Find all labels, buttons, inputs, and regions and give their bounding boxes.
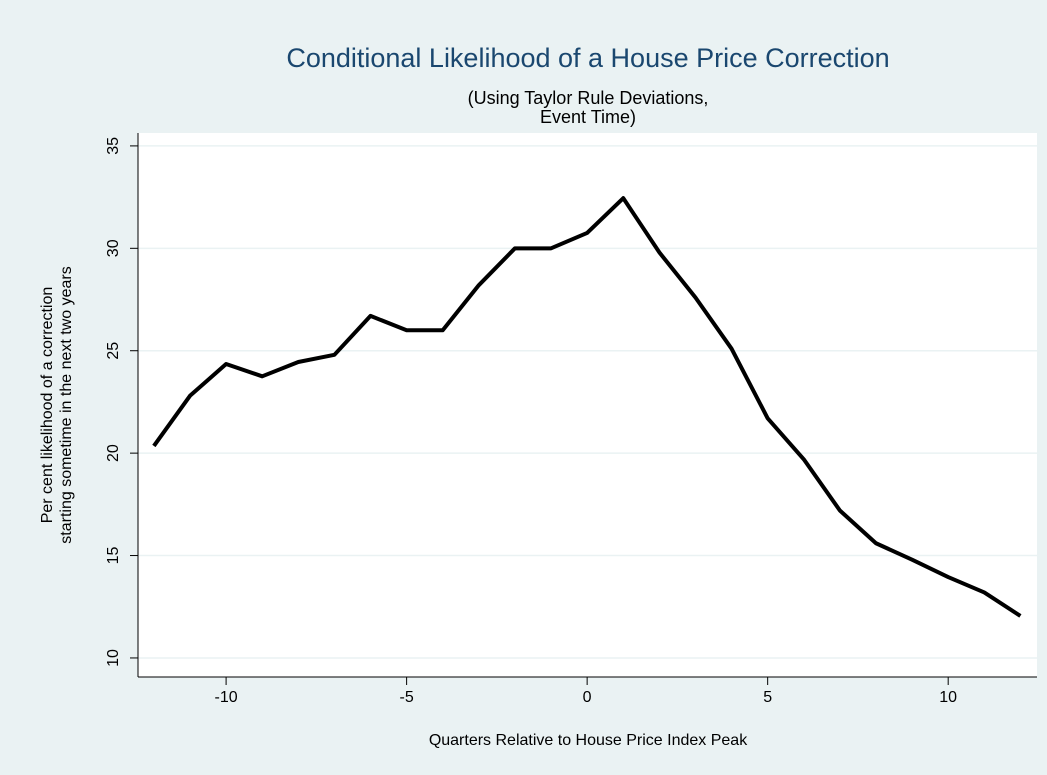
x-tick-label: 0: [583, 689, 592, 706]
y-tick-label: 25: [105, 342, 122, 360]
chart-subtitle: (Using Taylor Rule Deviations,: [468, 88, 709, 108]
y-axis-label: Per cent likelihood of a correction: [39, 287, 56, 524]
y-tick-label: 20: [105, 444, 122, 462]
x-tick-label: 10: [939, 689, 957, 706]
x-tick-label: 5: [763, 689, 772, 706]
x-tick-label: -10: [215, 689, 238, 706]
y-tick-label: 30: [105, 239, 122, 257]
y-axis-label: starting sometime in the next two years: [58, 266, 75, 543]
chart-subtitle: Event Time): [540, 107, 636, 127]
y-tick-label: 10: [105, 649, 122, 667]
chart-title: Conditional Likelihood of a House Price …: [286, 43, 889, 73]
plot-area: [138, 133, 1037, 677]
x-axis-label: Quarters Relative to House Price Index P…: [429, 732, 748, 749]
x-tick-label: -5: [399, 689, 413, 706]
data-line: [152, 196, 1022, 618]
y-tick-label: 15: [105, 547, 122, 565]
y-tick-label: 35: [105, 137, 122, 155]
